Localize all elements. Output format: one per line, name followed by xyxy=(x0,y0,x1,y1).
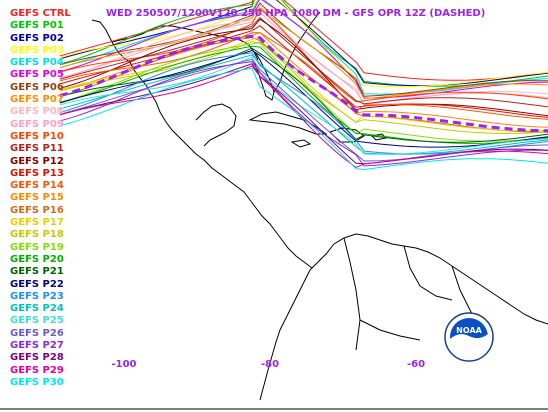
legend-item: GEFS P11 xyxy=(10,143,64,155)
coastline xyxy=(91,19,313,269)
coastline xyxy=(343,237,361,351)
contour-lines xyxy=(59,0,548,171)
noaa-logo-text: NOAA xyxy=(456,326,482,335)
member-contour xyxy=(59,32,548,128)
legend-item: GEFS P27 xyxy=(10,340,64,352)
legend-item: GEFS P03 xyxy=(10,44,64,56)
legend-item: GEFS P14 xyxy=(10,180,64,192)
legend-item: GEFS CTRL xyxy=(10,8,71,19)
member-contour xyxy=(59,0,548,99)
coastline xyxy=(259,269,311,401)
member-contour xyxy=(59,0,548,87)
member-contour xyxy=(59,45,548,144)
legend-item: GEFS P19 xyxy=(10,241,64,253)
legend-item: GEFS P09 xyxy=(10,118,64,130)
legend-item: GEFS P28 xyxy=(10,352,64,364)
legend-item: GEFS P13 xyxy=(10,167,64,179)
legend-item: GEFS P08 xyxy=(10,106,64,118)
member-contour xyxy=(59,18,548,117)
legend-item: GEFS P30 xyxy=(10,376,64,388)
member-contour xyxy=(59,61,548,167)
coastline xyxy=(329,127,365,143)
noaa-logo: NOAA xyxy=(444,312,494,362)
member-contour xyxy=(59,25,548,118)
member-contour xyxy=(59,67,548,171)
longitude-tick-label: -60 xyxy=(406,359,426,370)
member-legend: GEFS CTRL GEFS P01 GEFS P02 GEFS P03 GEFS P0… xyxy=(10,8,71,389)
map-title: WED 250507/1200V120 250 HPA 1080 DM - GF… xyxy=(106,8,486,19)
legend-item: GEFS P18 xyxy=(10,229,64,241)
legend-item: GEFS P29 xyxy=(10,364,64,376)
legend-item: GEFS P26 xyxy=(10,327,64,339)
coastline xyxy=(309,233,548,325)
legend-item: GEFS P25 xyxy=(10,315,64,327)
legend-item: GEFS P23 xyxy=(10,290,64,302)
coastline xyxy=(111,25,259,61)
legend-item: GEFS P22 xyxy=(10,278,64,290)
legend-item: GEFS P01 xyxy=(10,20,64,32)
legend-item: GEFS P24 xyxy=(10,303,64,315)
legend-item: GEFS P17 xyxy=(10,217,64,229)
member-contour xyxy=(59,41,548,142)
legend-item: GEFS P10 xyxy=(10,130,64,142)
gfs-operational-contour xyxy=(59,34,548,133)
longitude-tick-label: -100 xyxy=(111,359,137,370)
legend-item: GEFS P20 xyxy=(10,253,64,265)
legend-item: GEFS P02 xyxy=(10,32,64,44)
coastline xyxy=(403,245,453,301)
member-contour xyxy=(59,11,548,105)
member-contour xyxy=(59,65,548,168)
legend-item: GEFS P21 xyxy=(10,266,64,278)
coastline xyxy=(359,319,421,341)
member-contour xyxy=(59,36,548,132)
coastline xyxy=(290,139,312,148)
legend-item: GEFS P12 xyxy=(10,155,64,167)
legend-item: GEFS P07 xyxy=(10,94,64,106)
member-contour xyxy=(59,7,548,100)
member-contour xyxy=(59,41,548,134)
member-contour xyxy=(59,63,548,165)
longitude-tick-label: -80 xyxy=(260,359,280,370)
legend-item: GEFS P06 xyxy=(10,81,64,93)
legend-item: GEFS P05 xyxy=(10,69,64,81)
coastlines xyxy=(91,11,548,401)
member-contour xyxy=(59,54,548,155)
member-contour xyxy=(59,49,548,148)
legend-item: GEFS P15 xyxy=(10,192,64,204)
coastline xyxy=(195,103,237,147)
legend-item: GEFS P16 xyxy=(10,204,64,216)
legend-item: GEFS P04 xyxy=(10,57,64,69)
